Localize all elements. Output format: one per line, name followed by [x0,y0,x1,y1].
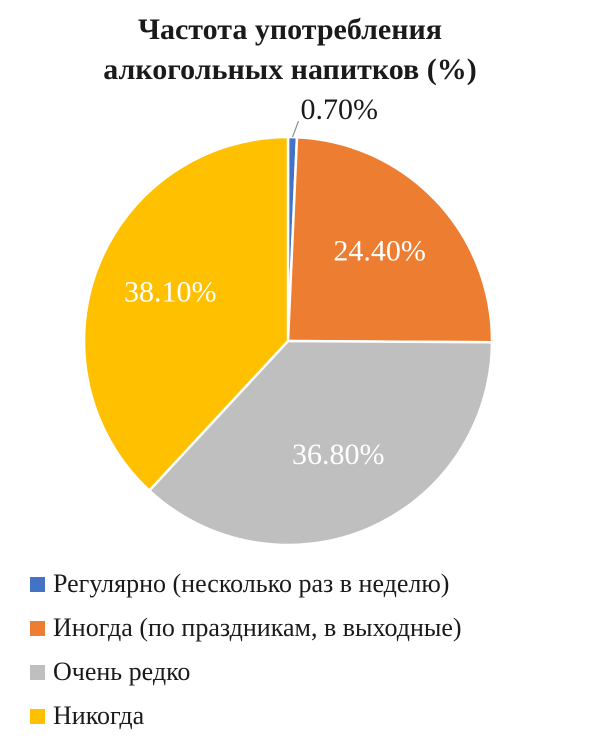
pie-data-labels: 0.70% 24.40% 36.80% 38.10% [124,93,426,471]
legend-item-regularly: Регулярно (несколько раз в неделю) [30,562,590,606]
legend-swatch-regularly [30,576,45,592]
chart-title: Частота употребления алкогольных напитко… [0,10,580,90]
chart-title-line-1: Частота употребления [137,13,443,46]
leader-line-regularly [291,120,300,138]
data-label-sometimes: 24.40% [333,235,426,268]
legend-label-rarely: Очень редко [53,657,191,686]
legend: Регулярно (несколько раз в неделю) Иногд… [30,562,590,738]
legend-label-sometimes: Иногда (по праздникам, в выходные) [53,613,462,642]
legend-swatch-sometimes [30,620,45,636]
data-label-rarely: 36.80% [292,438,385,471]
chart-title-line-2: алкогольных напитков (%) [103,53,477,86]
pie-slice-sometimes [286,135,494,344]
pie-slices [82,135,494,547]
legend-swatch-never [30,708,45,724]
legend-item-sometimes: Иногда (по праздникам, в выходные) [30,606,590,650]
legend-label-regularly: Регулярно (несколько раз в неделю) [53,569,450,598]
pie-slice-rarely [148,339,494,547]
legend-label-never: Никогда [53,701,145,730]
legend-swatch-rarely [30,664,45,680]
data-label-regularly: 0.70% [300,93,378,126]
legend-item-never: Никогда [30,694,590,738]
legend-item-rarely: Очень редко [30,650,590,694]
pie-slice-never [82,135,290,492]
data-label-never: 38.10% [124,276,217,309]
